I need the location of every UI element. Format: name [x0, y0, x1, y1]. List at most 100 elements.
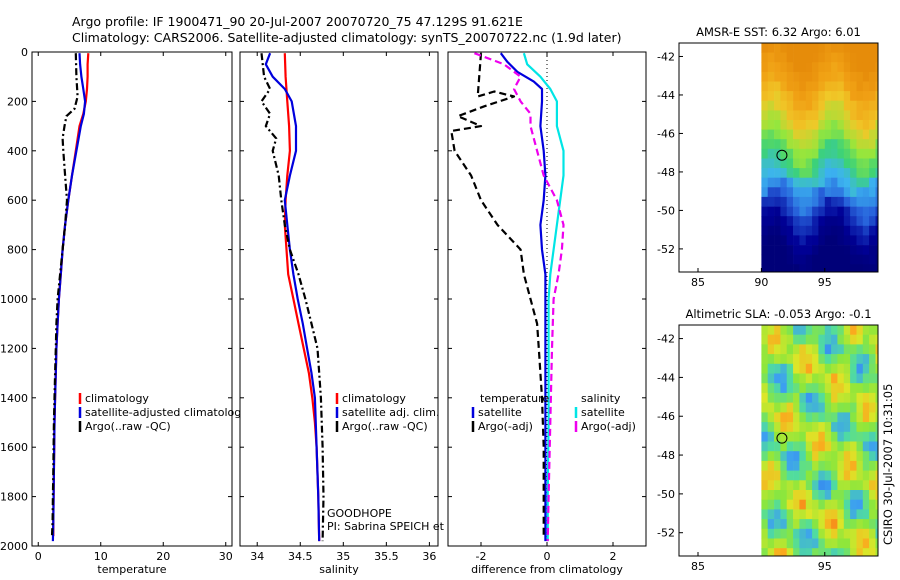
map-cell	[786, 110, 794, 121]
map-cell	[805, 216, 813, 227]
map-cell	[837, 499, 845, 510]
map-cell	[862, 548, 870, 557]
map-cell	[856, 422, 864, 433]
map-cell	[812, 264, 819, 273]
map-cell	[856, 499, 864, 510]
map-cell	[875, 460, 879, 471]
map-cell	[856, 264, 864, 273]
map-cell	[831, 451, 838, 462]
map-cell	[761, 177, 769, 188]
map-cell	[869, 168, 876, 179]
map-cell	[850, 451, 857, 462]
map-cell	[862, 206, 870, 217]
map-cell	[812, 325, 819, 336]
map-cell	[837, 548, 845, 557]
map-cell	[837, 120, 845, 130]
y-tick-label: 1000	[0, 293, 28, 306]
x-tick-label: 34.5	[288, 550, 313, 563]
map-y-tick-label: -42	[657, 50, 675, 63]
map-cell	[786, 470, 794, 481]
map-cell	[774, 120, 781, 130]
map-cell	[831, 441, 838, 452]
map-cell	[774, 158, 781, 169]
map-cell	[799, 139, 807, 150]
map-cell	[869, 148, 876, 159]
map-cell	[824, 344, 832, 355]
map-cell	[799, 225, 807, 236]
map-cell	[837, 344, 845, 355]
map-cell	[831, 235, 838, 246]
map-cell	[793, 441, 800, 452]
map-cell	[875, 412, 879, 423]
x-tick-label: -2	[476, 550, 487, 563]
map-cell	[812, 373, 819, 384]
map-cell	[843, 548, 851, 557]
map-cell	[793, 71, 800, 82]
map-cell	[786, 196, 794, 207]
map-cell	[837, 168, 845, 179]
map-cell	[862, 71, 870, 82]
map-cell	[786, 177, 794, 188]
map-cell	[805, 441, 813, 452]
map-cell	[767, 100, 775, 111]
map-cell	[856, 62, 864, 73]
map-cell	[786, 460, 794, 471]
map-cell	[761, 168, 769, 179]
map-x-tick-label: 90	[754, 276, 768, 289]
map-cell	[812, 245, 819, 256]
map-cell	[761, 71, 769, 82]
map-cell	[831, 363, 838, 374]
map-cell	[824, 235, 832, 246]
map-cell	[805, 402, 813, 413]
map-cell	[767, 43, 775, 53]
map-cell	[799, 538, 807, 549]
map-cell	[767, 480, 775, 491]
map-cell	[831, 71, 838, 82]
map-cell	[812, 187, 819, 198]
map-cell	[875, 91, 879, 102]
map-cell	[774, 383, 781, 394]
map-cell	[875, 120, 879, 130]
map-cell	[799, 187, 807, 198]
map-cell	[869, 254, 876, 265]
map-cell	[850, 499, 857, 510]
map-cell	[780, 499, 788, 510]
map-cell	[875, 71, 879, 82]
map-cell	[812, 177, 819, 188]
map-cell	[824, 354, 832, 365]
map-x-tick-label: 95	[818, 276, 832, 289]
map-cell	[831, 110, 838, 121]
map-cell	[774, 509, 781, 520]
map-cell	[831, 519, 838, 530]
map-cell	[780, 460, 788, 471]
map-cell	[780, 480, 788, 491]
map-cell	[856, 43, 864, 53]
map-cell	[767, 354, 775, 365]
map-cell	[812, 81, 819, 92]
map-cell	[786, 91, 794, 102]
map-cell	[761, 431, 769, 442]
map-cell	[799, 91, 807, 102]
map-cell	[774, 91, 781, 102]
map-cell	[818, 354, 826, 365]
map-cell	[850, 264, 857, 273]
map-cell	[824, 538, 832, 549]
map-cell	[837, 254, 845, 265]
map-cell	[875, 451, 879, 462]
map-cell	[869, 373, 876, 384]
map-cell	[875, 110, 879, 121]
plot-frame	[31, 51, 233, 547]
map-cell	[805, 177, 813, 188]
map-cell	[837, 363, 845, 374]
map-cell	[843, 344, 851, 355]
map-cell	[824, 363, 832, 374]
map-cell	[824, 383, 832, 394]
map-cell	[767, 110, 775, 121]
map-cell	[843, 383, 851, 394]
map-cell	[786, 206, 794, 217]
map-cell	[812, 62, 819, 73]
map-cell	[843, 373, 851, 384]
map-cell	[799, 168, 807, 179]
map-cell	[761, 91, 769, 102]
y-tick-label: 600	[7, 194, 28, 207]
